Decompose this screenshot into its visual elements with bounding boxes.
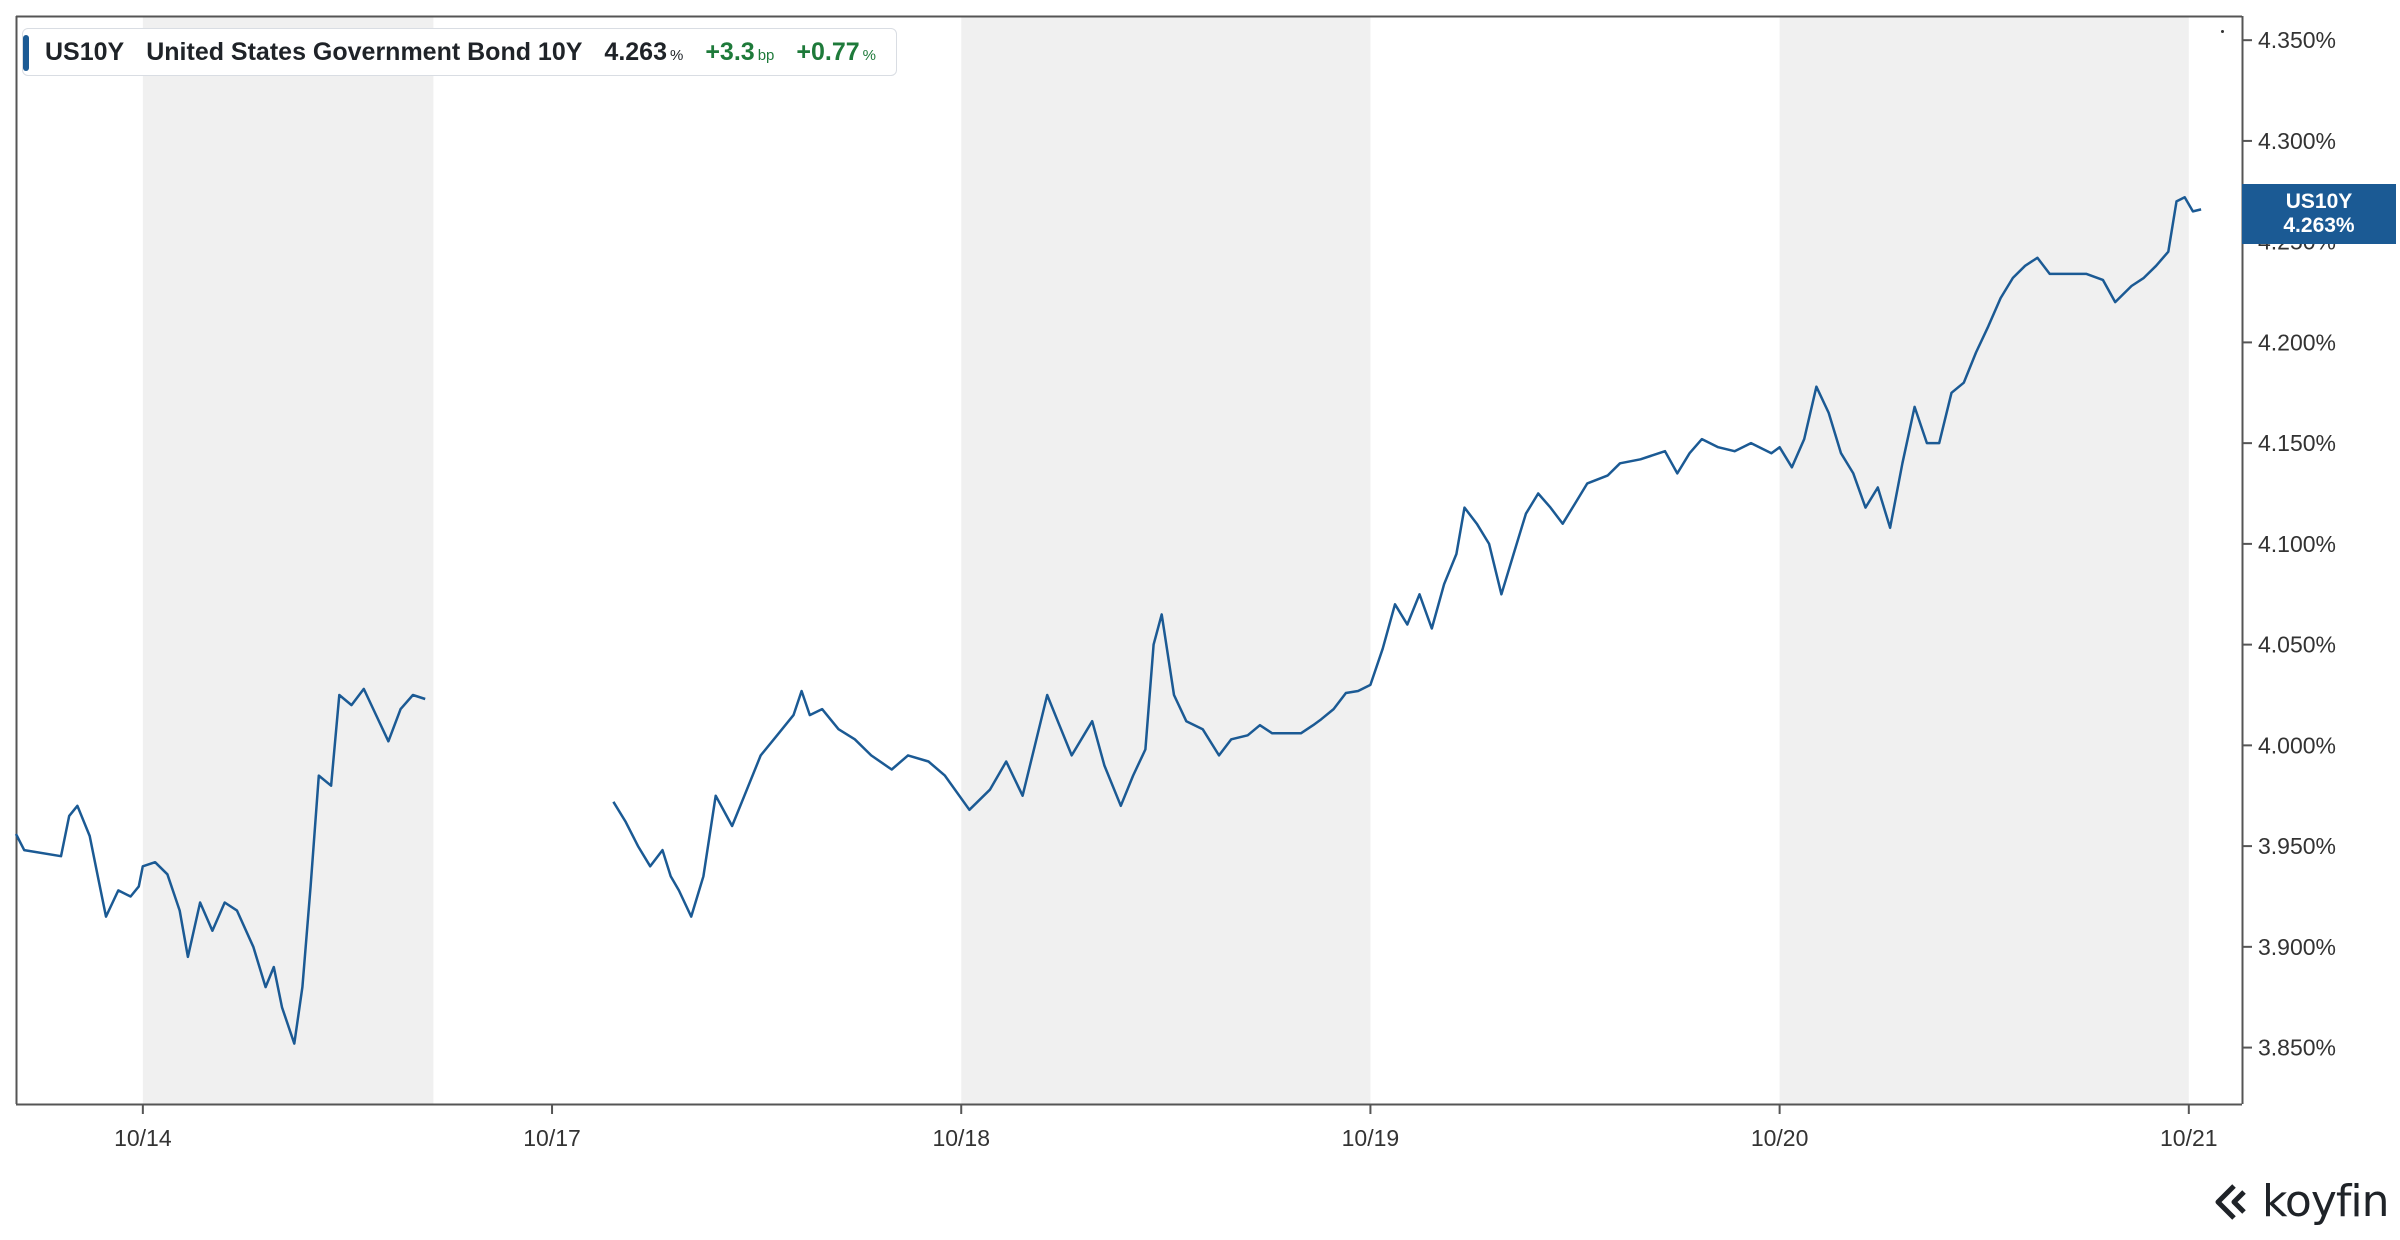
legend-symbol: US10Y xyxy=(45,37,125,66)
y-tick-label: 3.950% xyxy=(2258,833,2336,859)
koyfin-logo-icon xyxy=(2215,1183,2246,1220)
x-tick-label: 10/21 xyxy=(2160,1125,2218,1151)
last-price-badge: US10Y 4.263% xyxy=(2242,184,2396,244)
x-tick-label: 10/19 xyxy=(1342,1125,1400,1151)
y-tick-label: 4.200% xyxy=(2258,329,2336,355)
legend-change-pct-value: +0.77 xyxy=(796,37,860,66)
x-tick-label: 10/14 xyxy=(114,1125,172,1151)
y-tick-label: 3.850% xyxy=(2258,1035,2336,1061)
x-tick-label: 10/20 xyxy=(1751,1125,1809,1151)
series-line-us10y xyxy=(14,196,2202,1045)
brand-name: koyfin xyxy=(2262,1176,2389,1227)
legend-name: United States Government Bond 10Y xyxy=(146,37,583,66)
y-tick-label: 4.150% xyxy=(2258,430,2336,456)
y-tick-label: 4.300% xyxy=(2258,128,2336,154)
y-tick-label: 4.350% xyxy=(2258,27,2336,53)
y-tick-label: 3.900% xyxy=(2258,934,2336,960)
legend-change-value: +3.3 xyxy=(705,37,755,66)
legend-change-unit: bp xyxy=(757,46,775,64)
legend-change-pct: +0.77% xyxy=(796,38,876,67)
legend-box[interactable]: US10Y United States Government Bond 10Y … xyxy=(22,28,897,76)
legend-change: +3.3 bp xyxy=(705,38,774,67)
x-tick-label: 10/18 xyxy=(932,1125,990,1151)
badge-value: 4.263% xyxy=(2283,214,2355,237)
y-tick-label: 4.050% xyxy=(2258,632,2336,658)
legend-price-unit: % xyxy=(669,46,684,64)
x-tick-label: 10/17 xyxy=(523,1125,581,1151)
session-shade-2 xyxy=(1779,16,2189,1104)
legend-series-color xyxy=(23,35,29,71)
chart-marker-dot xyxy=(2221,30,2224,33)
session-shade-1 xyxy=(961,16,1371,1104)
legend-price-value: 4.263 xyxy=(604,37,667,66)
legend-price: 4.263% xyxy=(604,38,683,67)
y-tick-label: 4.100% xyxy=(2258,531,2336,557)
brand-logo: koyfin xyxy=(2212,1176,2389,1227)
session-shade-0 xyxy=(142,16,434,1104)
badge-symbol: US10Y xyxy=(2285,190,2353,213)
legend-change-pct-unit: % xyxy=(862,46,876,64)
y-tick-label: 4.000% xyxy=(2258,732,2336,758)
